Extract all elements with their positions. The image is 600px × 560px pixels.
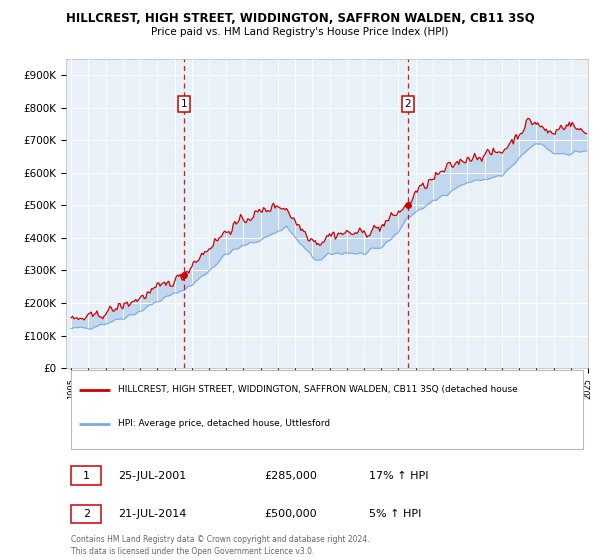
- Text: Contains HM Land Registry data © Crown copyright and database right 2024.
This d: Contains HM Land Registry data © Crown c…: [71, 535, 370, 556]
- Text: £285,000: £285,000: [265, 470, 317, 480]
- Text: 21-JUL-2014: 21-JUL-2014: [118, 509, 187, 519]
- Text: 1: 1: [83, 470, 90, 480]
- Text: Price paid vs. HM Land Registry's House Price Index (HPI): Price paid vs. HM Land Registry's House …: [151, 27, 449, 37]
- Bar: [71, 370, 583, 449]
- Bar: [71, 505, 101, 523]
- Text: 25-JUL-2001: 25-JUL-2001: [118, 470, 187, 480]
- Text: 1: 1: [181, 99, 187, 109]
- Text: HILLCREST, HIGH STREET, WIDDINGTON, SAFFRON WALDEN, CB11 3SQ (detached house: HILLCREST, HIGH STREET, WIDDINGTON, SAFF…: [118, 385, 518, 394]
- Text: HPI: Average price, detached house, Uttlesford: HPI: Average price, detached house, Uttl…: [118, 419, 331, 428]
- Bar: [71, 466, 101, 485]
- Text: 5% ↑ HPI: 5% ↑ HPI: [369, 509, 421, 519]
- Text: HILLCREST, HIGH STREET, WIDDINGTON, SAFFRON WALDEN, CB11 3SQ: HILLCREST, HIGH STREET, WIDDINGTON, SAFF…: [65, 12, 535, 25]
- Text: 2: 2: [404, 99, 411, 109]
- Text: 17% ↑ HPI: 17% ↑ HPI: [369, 470, 428, 480]
- Text: 2: 2: [83, 509, 90, 519]
- Text: £500,000: £500,000: [265, 509, 317, 519]
